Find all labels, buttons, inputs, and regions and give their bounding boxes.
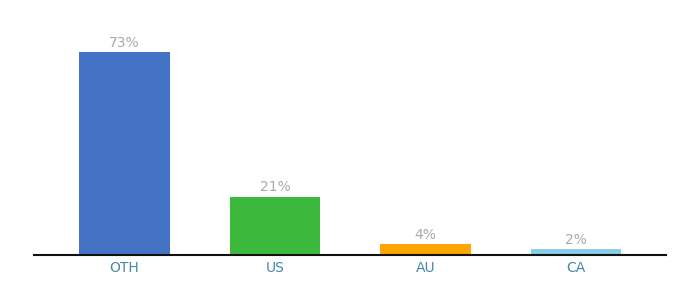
Bar (79, 52, 169, 255)
Bar (380, 244, 471, 255)
Bar (531, 249, 622, 255)
Text: 73%: 73% (109, 36, 139, 50)
Text: 4%: 4% (415, 228, 437, 242)
Text: 21%: 21% (260, 180, 290, 194)
Bar (230, 196, 320, 255)
Text: 2%: 2% (565, 233, 587, 247)
